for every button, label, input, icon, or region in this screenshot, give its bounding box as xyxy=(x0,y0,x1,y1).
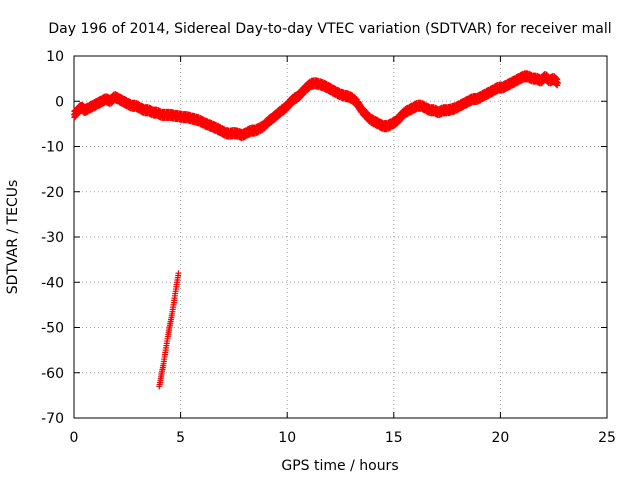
y-tick-label: -70 xyxy=(41,411,64,427)
y-tick-label: -10 xyxy=(41,140,64,156)
grid-lines xyxy=(74,56,607,418)
outlier-trace-point xyxy=(168,312,175,319)
main-trace-point xyxy=(554,82,561,89)
y-tick-label: -40 xyxy=(41,275,64,291)
outlier-trace-point xyxy=(170,299,177,306)
y-tick-labels: -70 -60 -50 -40 -30 -20 -10 0 10 xyxy=(41,49,64,427)
outlier-trace-point xyxy=(164,335,171,342)
x-tick-label: 20 xyxy=(491,430,509,446)
data-points xyxy=(71,70,561,390)
axis-ticks xyxy=(73,55,608,419)
main-trace-point xyxy=(554,76,561,83)
main-trace-point xyxy=(553,75,560,82)
chart-title: Day 196 of 2014, Sidereal Day-to-day VTE… xyxy=(48,21,611,37)
x-tick-label: 0 xyxy=(70,430,79,446)
outlier-trace-point xyxy=(160,362,167,369)
x-tick-label: 10 xyxy=(278,430,296,446)
x-tick-label: 5 xyxy=(176,430,185,446)
x-tick-label: 15 xyxy=(385,430,403,446)
x-tick-label: 25 xyxy=(598,430,616,446)
y-tick-label: 0 xyxy=(55,94,64,110)
y-tick-label: 10 xyxy=(46,49,64,65)
y-axis-label: SDTVAR / TECUs xyxy=(5,180,21,295)
x-tick-labels: 0 5 10 15 20 25 xyxy=(70,430,616,446)
y-tick-label: -20 xyxy=(41,185,64,201)
outlier-trace-point xyxy=(166,324,173,331)
main-trace-point xyxy=(357,102,364,109)
x-axis-label: GPS time / hours xyxy=(281,458,398,474)
outlier-trace-point xyxy=(172,286,179,293)
y-tick-label: -50 xyxy=(41,321,64,337)
outlier-trace-point xyxy=(175,272,182,279)
y-tick-label: -60 xyxy=(41,366,64,382)
outlier-trace-point xyxy=(162,349,169,356)
outlier-trace-point xyxy=(158,373,165,380)
y-tick-label: -30 xyxy=(41,230,64,246)
